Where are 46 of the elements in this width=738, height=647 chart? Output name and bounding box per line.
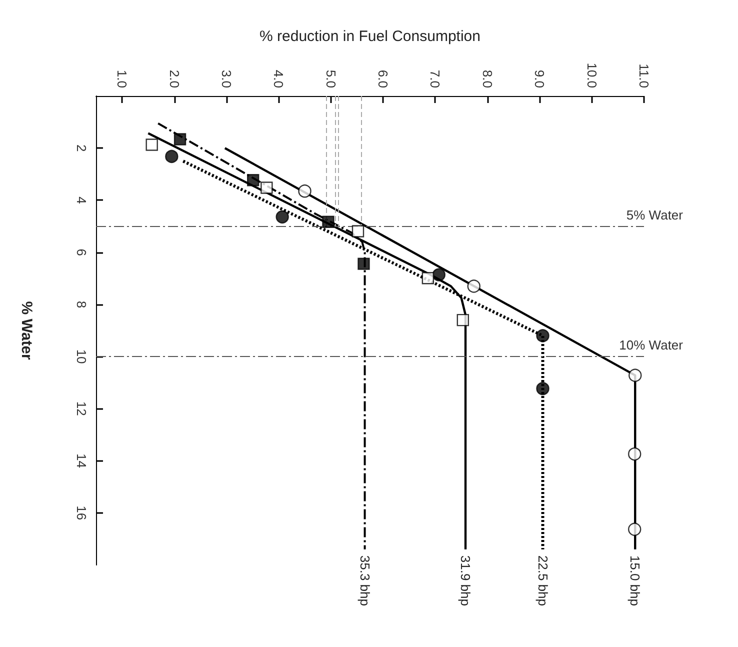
point <box>246 174 260 186</box>
y-tick-label: 6 <box>74 248 89 256</box>
text: 22.5 bhp <box>535 555 550 606</box>
point <box>358 258 370 270</box>
point <box>456 314 469 326</box>
y-tick-label: 2 <box>74 144 89 152</box>
text: 35.3 bhp <box>357 555 372 606</box>
x-tick-label: 8.0 <box>480 70 495 88</box>
point <box>628 368 642 382</box>
ref-line-label: 5% Water <box>626 207 684 222</box>
x-tick-label: 9.0 <box>532 70 548 88</box>
point <box>165 150 178 164</box>
y-tick-label: 8 <box>74 300 89 308</box>
y-axis-title: % Water <box>18 301 35 360</box>
x-tick-label: 11.0 <box>636 64 652 88</box>
point <box>322 216 334 228</box>
x-tick-label: 2.0 <box>166 70 182 88</box>
x-tick-label: 5.0 <box>323 70 338 88</box>
point <box>536 382 550 396</box>
x-tick-label: 10.0 <box>584 62 600 88</box>
text: 15.0 bhp <box>628 555 643 606</box>
point <box>628 447 642 461</box>
x-tick-label: 1.0 <box>114 70 130 88</box>
point <box>276 210 289 224</box>
y-tick-label: 14 <box>74 454 89 468</box>
point <box>352 225 364 238</box>
point <box>628 522 642 536</box>
point <box>260 182 273 194</box>
ref-line-label: 10% Water <box>619 338 684 353</box>
x-tick-label: 6.0 <box>376 70 391 88</box>
x-tick-label: 7.0 <box>428 70 443 88</box>
x-axis-title: % reduction in Fuel Consumption <box>260 28 480 45</box>
point <box>146 138 158 151</box>
point <box>422 272 434 284</box>
x-tick-label: 3.0 <box>218 70 234 88</box>
point <box>298 184 312 198</box>
y-tick-label: 4 <box>74 196 89 204</box>
y-tick-label: 12 <box>74 401 89 416</box>
point <box>467 280 480 293</box>
y-tick-label: 16 <box>74 506 89 520</box>
point <box>432 268 446 282</box>
text: 31.9 bhp <box>458 555 474 606</box>
point <box>536 329 550 342</box>
point <box>174 133 186 146</box>
y-tick-label: 10 <box>74 349 89 364</box>
x-tick-label: 4.0 <box>271 70 286 88</box>
